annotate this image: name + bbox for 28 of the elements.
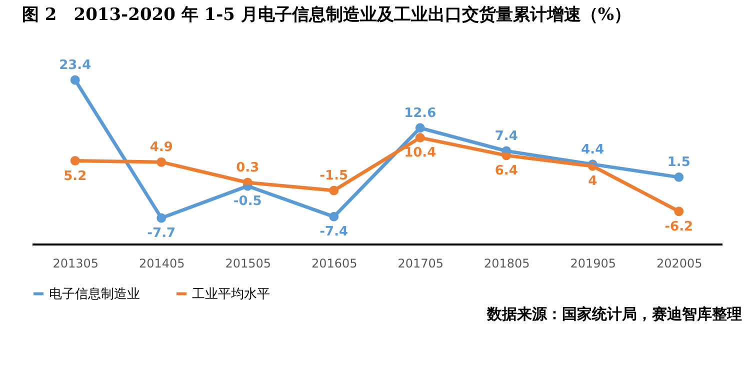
x-tick-label: 201405 — [138, 256, 185, 270]
x-tick-label: 202005 — [656, 256, 702, 270]
data-label: 6.4 — [494, 163, 518, 178]
source-note: 数据来源：国家统计局，赛迪智库整理 — [486, 305, 743, 324]
x-tick-label: 201605 — [311, 256, 358, 270]
data-label: -7.7 — [147, 226, 176, 241]
x-tick-label: 201305 — [52, 256, 99, 270]
data-label: -7.4 — [320, 224, 348, 240]
data-label: 23.4 — [59, 58, 92, 73]
data-label: -0.5 — [233, 194, 262, 210]
x-tick-label: 201705 — [398, 256, 444, 270]
chart-title: 图 2 2013-2020 年 1-5 月电子信息制造业及工业出口交货量累计增速（%） — [22, 5, 632, 25]
data-label: -6.2 — [664, 219, 694, 234]
data-label: -1.5 — [320, 168, 348, 184]
x-tick-label: 201505 — [225, 256, 272, 270]
data-label: 10.4 — [404, 146, 436, 161]
x-tick-label: 201805 — [484, 256, 530, 270]
data-label: 4.9 — [150, 140, 173, 156]
data-label: 5.2 — [64, 168, 87, 184]
x-tick-label: 201905 — [570, 256, 616, 270]
data-label: 4.4 — [581, 142, 604, 158]
data-label: 12.6 — [404, 106, 436, 121]
data-label: 7.4 — [494, 128, 518, 144]
data-label: 1.5 — [667, 155, 690, 170]
data-label: 4 — [588, 174, 598, 190]
data-label: 0.3 — [236, 160, 260, 176]
legend-label: 电子信息制造业 — [49, 286, 140, 302]
legend-label: 工业平均水平 — [192, 286, 270, 302]
